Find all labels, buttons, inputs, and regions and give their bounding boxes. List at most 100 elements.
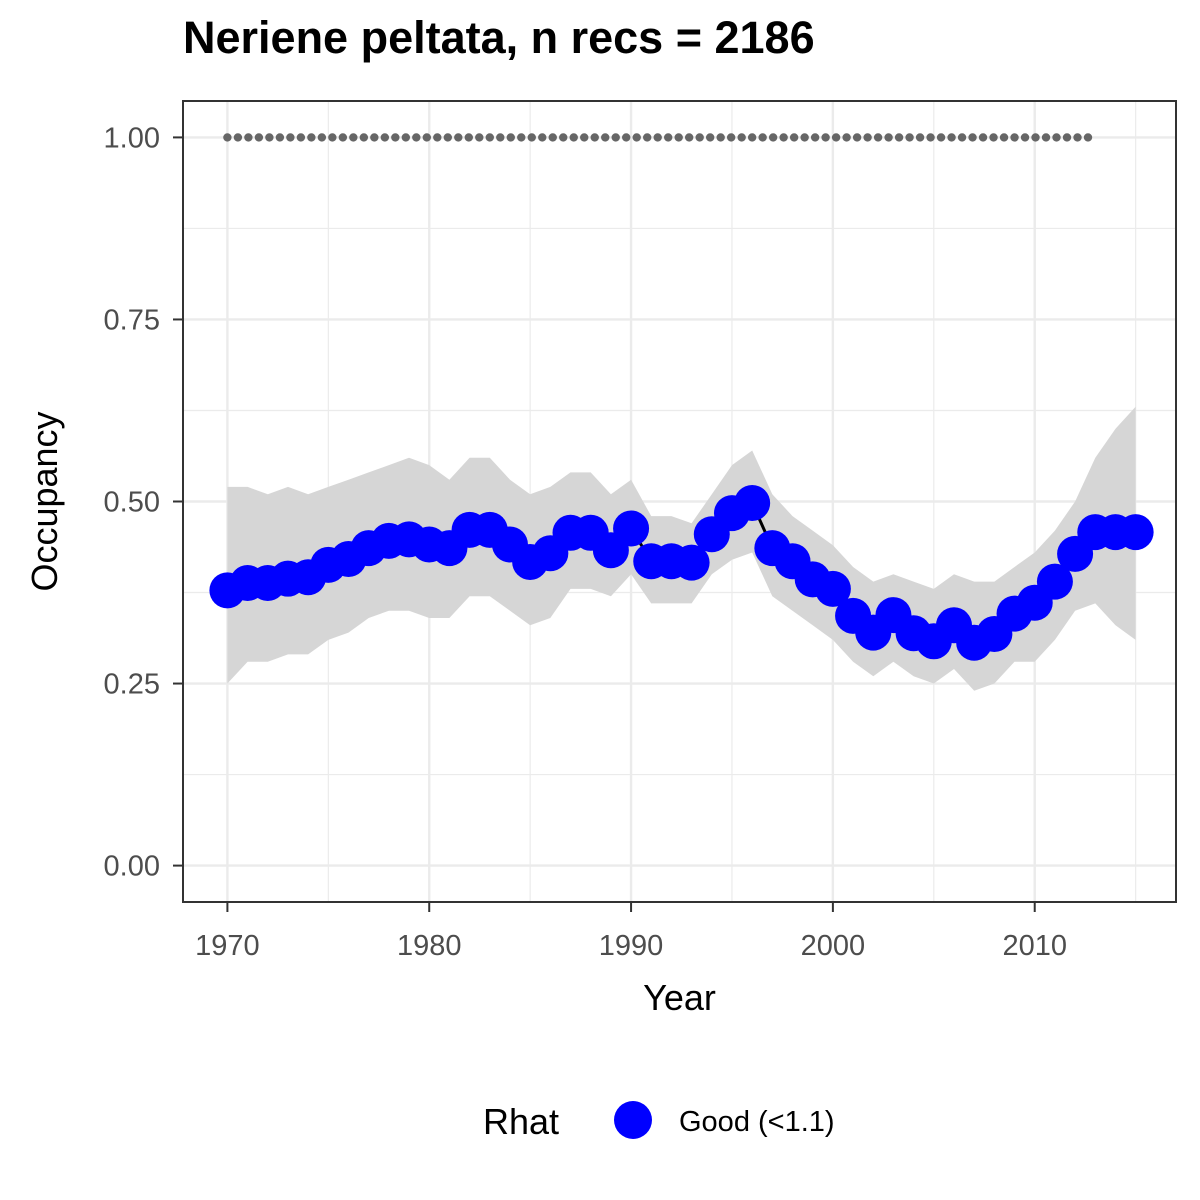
reference-dot bbox=[674, 133, 683, 142]
reference-dot bbox=[705, 133, 715, 142]
reference-dot bbox=[831, 133, 841, 142]
reference-dot bbox=[768, 133, 778, 142]
data-point bbox=[673, 544, 710, 581]
reference-dot bbox=[412, 133, 421, 142]
reference-dot bbox=[726, 133, 736, 142]
reference-dot bbox=[223, 133, 232, 142]
data-point bbox=[734, 484, 771, 521]
y-axis-title: Occupancy bbox=[24, 411, 65, 591]
data-point bbox=[1117, 514, 1154, 551]
reference-dot bbox=[569, 133, 578, 142]
reference-dot bbox=[905, 133, 914, 142]
reference-dot bbox=[254, 133, 264, 142]
reference-dot bbox=[443, 133, 452, 142]
reference-dot bbox=[863, 133, 872, 142]
data-point bbox=[1036, 563, 1073, 600]
reference-dot bbox=[999, 133, 1009, 142]
reference-dot bbox=[758, 133, 767, 142]
y-tick-label: 0.00 bbox=[104, 851, 160, 883]
reference-dotted-line bbox=[223, 133, 1093, 142]
reference-dot bbox=[1020, 133, 1030, 142]
reference-dot bbox=[433, 133, 442, 142]
y-tick-label: 1.00 bbox=[104, 122, 160, 154]
reference-dot bbox=[517, 133, 526, 142]
reference-dot bbox=[779, 133, 788, 142]
reference-dot bbox=[359, 133, 369, 142]
x-axis: 1970 1980 1990 2000 2010 bbox=[195, 902, 1067, 962]
reference-dot bbox=[1041, 133, 1051, 142]
reference-dot bbox=[968, 133, 977, 142]
reference-dot bbox=[1073, 133, 1082, 142]
reference-dot bbox=[842, 133, 851, 142]
legend-label: Good (<1.1) bbox=[679, 1106, 835, 1138]
reference-dot bbox=[1083, 133, 1093, 142]
reference-dot bbox=[894, 133, 904, 142]
chart-title: Neriene peltata, n recs = 2186 bbox=[183, 12, 815, 63]
reference-dot bbox=[663, 133, 673, 142]
reference-dot bbox=[1010, 133, 1019, 142]
x-axis-title: Year bbox=[643, 977, 716, 1018]
reference-dot bbox=[307, 133, 316, 142]
reference-dot bbox=[464, 133, 473, 142]
reference-dot bbox=[244, 133, 253, 142]
reference-dot bbox=[349, 133, 358, 142]
reference-dot bbox=[653, 133, 662, 142]
reference-dot bbox=[947, 133, 956, 142]
reference-dot bbox=[496, 133, 505, 142]
reference-dot bbox=[810, 133, 820, 142]
reference-dot bbox=[475, 133, 484, 142]
reference-dot bbox=[957, 133, 967, 142]
y-tick-label: 0.75 bbox=[104, 304, 160, 336]
reference-dot bbox=[338, 133, 348, 142]
reference-dot bbox=[884, 133, 893, 142]
reference-dot bbox=[538, 133, 547, 142]
reference-dot bbox=[286, 133, 295, 142]
reference-dot bbox=[527, 133, 536, 142]
reference-dot bbox=[1031, 133, 1040, 142]
y-axis: 0.00 0.25 0.50 0.75 1.00 bbox=[104, 122, 183, 883]
reference-dot bbox=[852, 133, 862, 142]
x-tick-label: 2000 bbox=[801, 930, 866, 962]
legend: Rhat Good (<1.1) bbox=[483, 1101, 835, 1142]
legend-swatch bbox=[614, 1101, 652, 1139]
reference-dot bbox=[391, 133, 400, 142]
reference-dot bbox=[936, 133, 946, 142]
reference-dot bbox=[590, 133, 599, 142]
reference-dot bbox=[454, 133, 463, 142]
reference-dot bbox=[695, 133, 704, 142]
y-tick-label: 0.25 bbox=[104, 669, 160, 701]
reference-dot bbox=[926, 133, 935, 142]
reference-dot bbox=[716, 133, 725, 142]
x-tick-label: 1980 bbox=[397, 930, 462, 962]
reference-dot bbox=[611, 133, 620, 142]
reference-dot bbox=[485, 133, 494, 142]
reference-dot bbox=[747, 133, 757, 142]
reference-dot bbox=[1052, 133, 1061, 142]
reference-dot bbox=[622, 133, 631, 142]
reference-dot bbox=[915, 133, 925, 142]
reference-dot bbox=[800, 133, 809, 142]
reference-dot bbox=[275, 133, 285, 142]
data-point bbox=[814, 570, 851, 607]
data-point bbox=[613, 510, 650, 547]
reference-dot bbox=[1062, 133, 1072, 142]
x-tick-label: 1990 bbox=[599, 930, 664, 962]
reference-dot bbox=[684, 133, 694, 142]
reference-dot bbox=[401, 133, 411, 142]
reference-dot bbox=[380, 133, 390, 142]
reference-dot bbox=[370, 133, 379, 142]
reference-dot bbox=[265, 133, 274, 142]
reference-dot bbox=[643, 133, 652, 142]
legend-title: Rhat bbox=[483, 1101, 559, 1142]
reference-dot bbox=[978, 133, 988, 142]
reference-dot bbox=[506, 133, 515, 142]
reference-dot bbox=[296, 133, 306, 142]
occupancy-points bbox=[209, 484, 1154, 661]
reference-dot bbox=[548, 133, 557, 142]
reference-dot bbox=[873, 133, 883, 142]
reference-dot bbox=[422, 133, 432, 142]
reference-dot bbox=[317, 133, 327, 142]
reference-dot bbox=[580, 133, 589, 142]
reference-dot bbox=[989, 133, 998, 142]
reference-dot bbox=[559, 133, 568, 142]
